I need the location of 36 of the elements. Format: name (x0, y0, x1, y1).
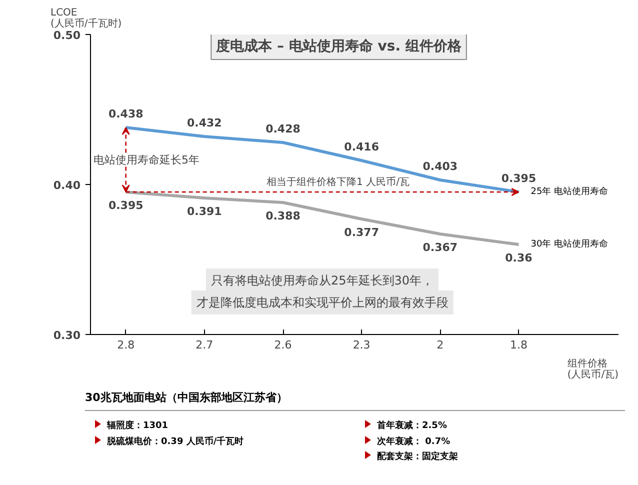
data-label: 0.377 (344, 226, 379, 239)
x-tick-label: 2 (436, 338, 444, 352)
text: 辐照度：1301 (106, 420, 170, 433)
annotation: 电站使用寿命延长5年 (94, 153, 200, 166)
x-tick-label: 2.6 (274, 338, 292, 352)
x-axis-title: 组件价格 (人民币/瓦) (567, 358, 619, 380)
series-label: 25年 电站使用寿命 (530, 186, 608, 197)
y-tick-label: 0.40 (53, 179, 81, 192)
text: 脱硫煤电价：0.39 人民币/千瓦时 (106, 436, 245, 448)
y-tick-label: 0.50 (53, 29, 81, 42)
y-tick-label: 0.30 (53, 329, 81, 342)
data-label: 0.36 (505, 252, 533, 264)
text: 配套支架：固定支架 (376, 451, 459, 464)
data-label: 0.403 (422, 160, 458, 173)
data-label: 0.395 (501, 172, 536, 185)
x-tick-label: 2.7 (196, 338, 214, 352)
chart-title: 度电成本 – 电站使用寿命 vs. 组件价格 (215, 38, 462, 54)
x-tick-label: 2.3 (352, 338, 370, 352)
annotation: 只有将电站使用寿命从25年延长到30年， (211, 274, 434, 288)
series-label: 30年 电站使用寿命 (530, 238, 608, 250)
x-tick-label: 2.8 (117, 338, 135, 352)
data-label: 0.367 (422, 241, 458, 254)
y-axis-title: LCOE (人民币/千瓦时) (50, 8, 122, 30)
ref-line-label: 相当于组件价格下降1 人民币/瓦 (266, 176, 410, 188)
data-label: 0.428 (266, 122, 300, 136)
data-label: 0.438 (108, 108, 144, 120)
data-label: 0.388 (266, 210, 300, 222)
data-label: 0.391 (187, 205, 222, 218)
x-tick-label: 1.8 (510, 338, 528, 352)
text: 次年衰减： 0.7% (376, 436, 452, 448)
data-label: 0.416 (344, 140, 380, 154)
text: 首年衰减：2.5% (376, 420, 448, 433)
annotation: 才是降低度电成本和实现平价上网的最有效手段 (196, 296, 448, 310)
text: 30兆瓦地面电站（中国东部地区江苏省） (85, 390, 625, 411)
data-label: 0.432 (187, 116, 222, 130)
data-label: 0.395 (108, 199, 144, 212)
